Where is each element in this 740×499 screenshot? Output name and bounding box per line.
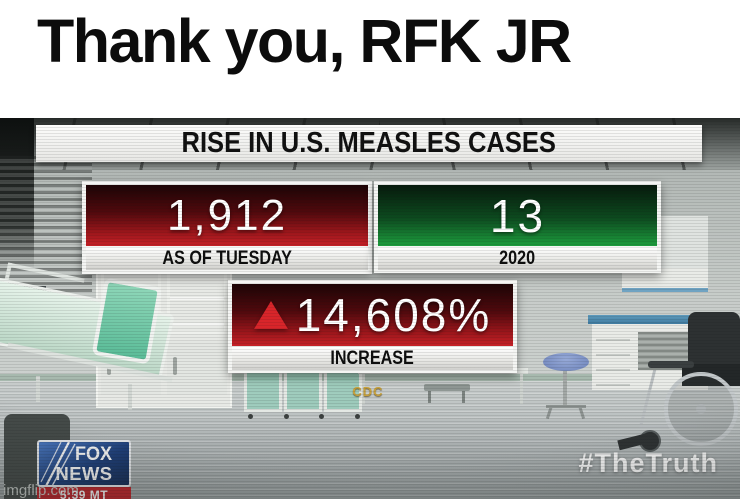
privacy-screen-panel xyxy=(284,366,322,412)
hashtag-text: #TheTruth xyxy=(578,448,718,478)
wall-base-strip xyxy=(0,374,740,381)
stat-value: 1,912 xyxy=(166,190,288,240)
stool-seat xyxy=(543,353,589,371)
stat-label-strip: AS OF TUESDAY xyxy=(86,247,368,270)
stat-panel-current: 1,912 AS OF TUESDAY xyxy=(82,181,372,274)
fox-wordmark: FOX xyxy=(74,444,113,465)
headline-text: RISE IN U.S. MEASLES CASES xyxy=(181,127,557,159)
counter-top xyxy=(588,315,712,324)
stat-value: 13 xyxy=(489,189,546,242)
step-bench-leg xyxy=(462,391,465,403)
imgflip-watermark: imgflip.com xyxy=(3,482,79,499)
stat-value-box: 14,608% xyxy=(232,284,513,346)
stat-panel-2020: 13 2020 xyxy=(374,181,661,273)
privacy-screen xyxy=(244,366,364,412)
stat-value-box: 1,912 xyxy=(86,185,368,246)
triangle-up-icon xyxy=(253,301,288,329)
news-screenshot: RISE IN U.S. MEASLES CASES 1,912 AS OF T… xyxy=(0,118,740,499)
dark-window xyxy=(0,118,34,270)
fox-news-logo: FOX NEWS 5:39 MT xyxy=(37,440,131,499)
stat-label: 2020 xyxy=(499,247,536,269)
hospital-bed-leg xyxy=(128,384,132,410)
stat-label-strip: 2020 xyxy=(378,247,657,270)
cabinet-solid-door xyxy=(167,341,227,395)
news-wordmark: NEWS xyxy=(55,464,113,484)
time-text: 5:39 MT xyxy=(59,488,109,499)
source-attribution: CDC xyxy=(352,384,384,399)
searchlight-beams-icon xyxy=(40,442,76,485)
stat-value-box: 13 xyxy=(378,185,657,246)
wheelchair-wheel-hub xyxy=(696,404,706,414)
exam-table-leg xyxy=(520,374,523,404)
wheelchair-armrest xyxy=(648,361,694,368)
wheelchair-backrest xyxy=(688,312,740,366)
time-ticker: 5:39 MT xyxy=(37,487,131,499)
counter-drawers xyxy=(596,326,630,386)
window-blinds xyxy=(0,156,92,294)
exam-table-leg xyxy=(362,374,365,404)
hospital-bed-leg xyxy=(36,376,40,402)
step-bench xyxy=(424,384,470,391)
stat-label: AS OF TUESDAY xyxy=(162,247,292,269)
fox-logo-box: FOX NEWS xyxy=(37,440,131,487)
stool-base xyxy=(546,405,586,408)
headline-banner: RISE IN U.S. MEASLES CASES xyxy=(36,125,702,162)
stat-panel-increase: 14,608% INCREASE xyxy=(228,280,517,373)
stat-label-strip: INCREASE xyxy=(232,347,513,370)
step-bench-leg xyxy=(428,391,431,403)
stool-pole xyxy=(563,369,567,405)
stat-value: 14,608% xyxy=(295,289,492,341)
stat-label: INCREASE xyxy=(330,347,415,369)
meme-caption: Thank you, RFK JR xyxy=(37,7,572,75)
privacy-screen-casters xyxy=(248,414,360,419)
